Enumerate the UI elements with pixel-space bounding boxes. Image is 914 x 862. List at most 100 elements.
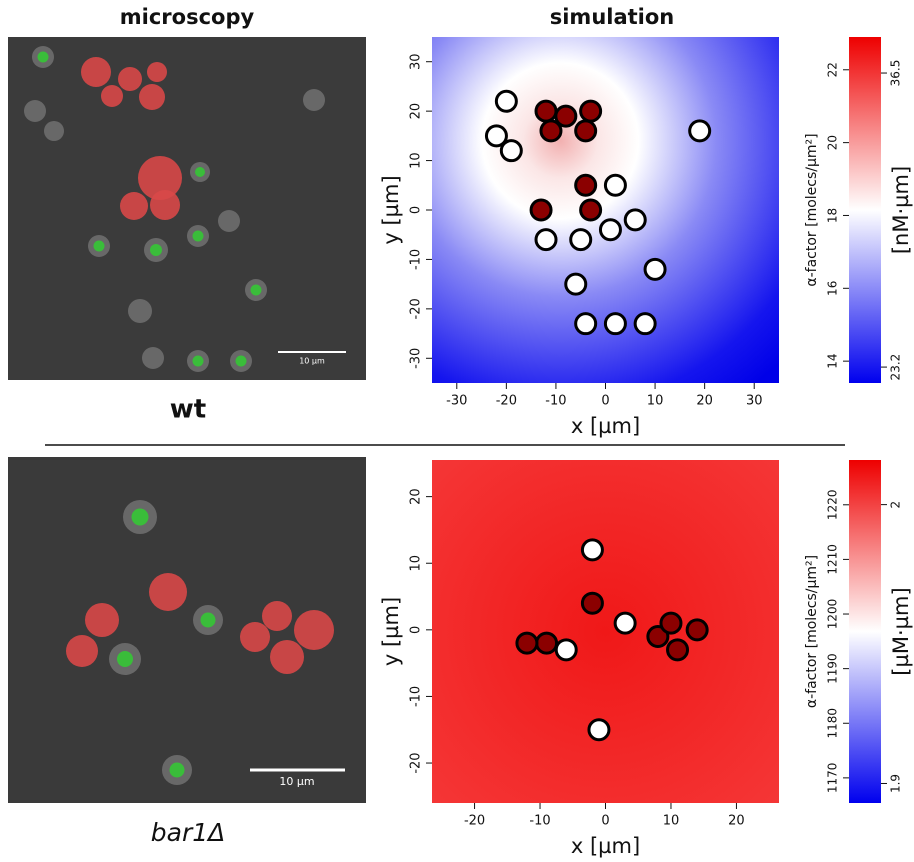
microscopy-spot xyxy=(201,613,216,628)
row-label: bar1Δ xyxy=(151,818,225,847)
colorbar-tick-label: 2 xyxy=(889,501,903,509)
microscopy-cell xyxy=(81,57,111,87)
cell xyxy=(615,613,635,633)
cell xyxy=(687,620,707,640)
cell xyxy=(537,633,557,653)
body: { "column_titles": ["microscopy", "simul… xyxy=(0,0,914,862)
colorbar-tick-label: 1210 xyxy=(826,544,840,575)
cell xyxy=(625,210,645,230)
x-tick-label: 10 xyxy=(663,814,680,829)
cell xyxy=(690,121,710,141)
cell xyxy=(531,200,551,220)
y-axis-label: y [µm] xyxy=(379,175,403,244)
colorbar-tick-label: 1.9 xyxy=(889,774,903,793)
microscopy-cell xyxy=(101,85,123,107)
cell xyxy=(536,101,556,121)
colorbar-tick-label: 1220 xyxy=(826,490,840,521)
cell xyxy=(635,314,655,334)
microscopy-cell xyxy=(147,62,167,82)
colorbar-tick-label: 16 xyxy=(826,281,840,296)
microscopy-cell xyxy=(118,67,142,91)
microscopy-cell xyxy=(150,190,180,220)
microscopy-spot xyxy=(38,52,49,63)
x-tick-label: 20 xyxy=(728,814,745,829)
scale-bar-label: 10 µm xyxy=(279,775,314,788)
microscopy-cell xyxy=(218,210,240,232)
microscopy-spot xyxy=(236,356,247,367)
x-tick-label: 20 xyxy=(696,394,713,409)
colorbar-tick-label: 23.2 xyxy=(889,354,903,381)
cell xyxy=(496,91,516,111)
y-tick-label: -10 xyxy=(409,686,424,707)
microscopy-spot xyxy=(193,356,204,367)
y-tick-label: 20 xyxy=(409,488,424,505)
cell xyxy=(501,141,521,161)
cell xyxy=(581,200,601,220)
cell xyxy=(576,175,596,195)
x-tick-label: 0 xyxy=(601,394,609,409)
cell xyxy=(668,640,688,660)
x-tick-label: 0 xyxy=(601,814,609,829)
cell xyxy=(556,640,576,660)
cell xyxy=(576,121,596,141)
heatmap xyxy=(432,37,779,383)
cell xyxy=(589,720,609,740)
colorbar-tick-label: 1170 xyxy=(826,763,840,794)
y-tick-label: 30 xyxy=(409,53,424,70)
colorbar-label: [nM·µm] xyxy=(889,166,913,254)
y-axis-label: y [µm] xyxy=(379,597,403,666)
microscopy-spot xyxy=(251,285,262,296)
microscopy-cell xyxy=(139,84,165,110)
cell xyxy=(581,101,601,121)
microscopy-cell xyxy=(294,610,334,650)
cell xyxy=(605,314,625,334)
microscopy-cell xyxy=(85,603,119,637)
cell xyxy=(517,633,537,653)
y-tick-label: 10 xyxy=(409,152,424,169)
colorbar-tick-label: 14 xyxy=(826,354,840,369)
colorbar-label: α-factor [molecs/µm²] xyxy=(804,555,820,708)
cell xyxy=(605,175,625,195)
x-tick-label: -20 xyxy=(496,394,517,409)
microscopy-cell xyxy=(303,89,325,111)
x-tick-label: -10 xyxy=(529,814,550,829)
column-title: microscopy xyxy=(120,5,255,29)
colorbar-tick-label: 18 xyxy=(826,208,840,223)
colorbar-label: [µM·µm] xyxy=(889,587,913,675)
microscopy-cell xyxy=(142,347,164,369)
microscopy-spot xyxy=(193,231,204,242)
cell xyxy=(571,230,591,250)
y-tick-label: 10 xyxy=(409,555,424,572)
microscopy-spot xyxy=(195,167,205,177)
cell xyxy=(600,220,620,240)
colorbar xyxy=(849,460,881,803)
x-tick-label: 10 xyxy=(647,394,664,409)
row-label: wt xyxy=(170,395,206,425)
column-title: simulation xyxy=(550,5,675,29)
microscopy-spot xyxy=(117,651,133,667)
cell xyxy=(582,593,602,613)
microscopy-spot xyxy=(94,241,105,252)
microscopy-spot xyxy=(170,763,185,778)
microscopy-cell xyxy=(44,121,64,141)
y-tick-label: -20 xyxy=(409,752,424,773)
cell xyxy=(576,314,596,334)
cell xyxy=(661,613,681,633)
x-tick-label: -30 xyxy=(446,394,467,409)
colorbar-tick-label: 20 xyxy=(826,135,840,150)
y-tick-label: 0 xyxy=(409,626,424,634)
microscopy-cell xyxy=(262,601,292,631)
microscopy-cell xyxy=(149,573,187,611)
microscopy-spot xyxy=(150,244,162,256)
microscopy-spot xyxy=(132,509,149,526)
figure: microscopy simulation 10 µm 10 µm wt bar… xyxy=(0,0,914,862)
microscopy-cell xyxy=(128,299,152,323)
cell xyxy=(582,540,602,560)
y-tick-label: -10 xyxy=(409,249,424,270)
cell xyxy=(645,259,665,279)
y-tick-label: 20 xyxy=(409,103,424,120)
y-tick-label: -30 xyxy=(409,348,424,369)
microscopy-cell xyxy=(24,100,46,122)
y-tick-label: 0 xyxy=(409,206,424,214)
cell xyxy=(566,274,586,294)
